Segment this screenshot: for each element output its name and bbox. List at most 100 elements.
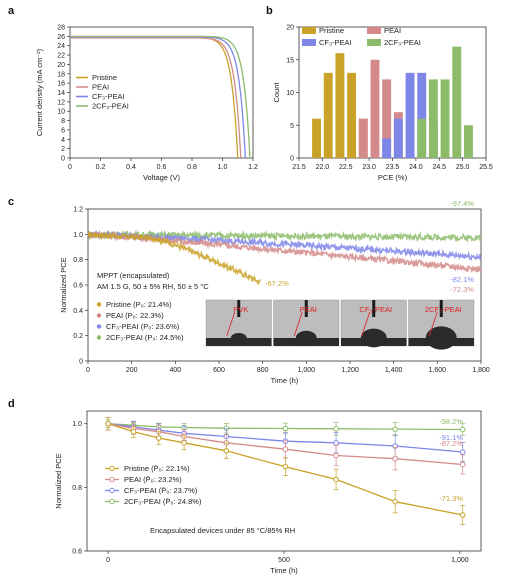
y-tick-label: 0.8 bbox=[72, 485, 82, 492]
legend-label: 2CF₃-PEAI (P₀: 24.5%) bbox=[106, 333, 184, 342]
hist-bar-series-2 bbox=[382, 138, 392, 158]
x-tick-label: 0.2 bbox=[96, 164, 106, 171]
y-tick-label: 28 bbox=[57, 25, 65, 32]
x-tick-label: 1,000 bbox=[451, 557, 469, 564]
panel-label-b: b bbox=[266, 5, 273, 17]
hist-bar-series-3 bbox=[452, 46, 462, 158]
legend-label: CF₃-PEAI (P̄₀: 23.7%) bbox=[124, 486, 198, 495]
data-point bbox=[282, 446, 289, 452]
x-tick-label: 22.0 bbox=[316, 164, 330, 171]
water-droplet bbox=[360, 328, 387, 348]
x-tick-label: 800 bbox=[257, 367, 269, 374]
panel-c-mppt-stability: 0 200 400 600 800 1,000 1,200 1,400 1,600 1,800 0 0… bbox=[59, 199, 490, 385]
y-tick-label: 10 bbox=[57, 109, 65, 116]
y-tick-label: 15 bbox=[286, 57, 294, 64]
y-tick-label: 2 bbox=[61, 146, 65, 153]
y-tick-label: 0.8 bbox=[73, 257, 83, 264]
panel-d-damp-heat-stability: 0 500 1,000 0.6 0.8 1.0 Time (h) Normalized PCE… bbox=[54, 410, 482, 575]
y-axis-label: Normalized PCE bbox=[54, 453, 63, 508]
angle-line bbox=[226, 311, 236, 337]
data-point bbox=[333, 440, 339, 446]
hist-bar-series-1 bbox=[358, 118, 368, 158]
panel-a-jv-curves: 0 0.2 0.4 0.6 0.8 1.0 1.2024681012141618202224… bbox=[35, 25, 258, 183]
panel-label-d: d bbox=[8, 398, 15, 410]
x-tick-label: 0.8 bbox=[187, 164, 197, 171]
x-tick-label: 0.4 bbox=[126, 164, 136, 171]
water-droplet bbox=[295, 330, 317, 346]
hist-bar-series-0 bbox=[323, 72, 333, 158]
y-tick-label: 16 bbox=[57, 81, 65, 88]
y-tick-label: 0 bbox=[61, 156, 65, 163]
water-droplet bbox=[425, 326, 457, 350]
jv-curve-series-3 bbox=[70, 35, 251, 159]
y-tick-label: 18 bbox=[57, 71, 65, 78]
legend-label: PEAI bbox=[92, 83, 109, 92]
hist-bar-series-1 bbox=[382, 79, 392, 158]
data-point bbox=[333, 476, 339, 483]
y-tick-label: 0.2 bbox=[73, 333, 83, 340]
legend-label: PEAI (P̄₀: 23.2%) bbox=[124, 475, 182, 484]
x-tick-label: 25.5 bbox=[479, 164, 493, 171]
condition-text: AM 1.5 G, 50 ± 5% RH, 50 ± 5 °C bbox=[97, 282, 209, 291]
y-tick-label: 22 bbox=[57, 53, 65, 60]
hist-bar-series-3 bbox=[464, 125, 473, 158]
legend-marker bbox=[96, 302, 102, 307]
y-tick-label: 14 bbox=[57, 90, 65, 97]
y-tick-label: 1.0 bbox=[72, 421, 82, 428]
data-point bbox=[105, 420, 111, 427]
final-retention-label: -98.2% bbox=[439, 417, 463, 426]
syringe-needle bbox=[372, 300, 376, 317]
y-tick-label: 20 bbox=[57, 62, 65, 69]
x-tick-label: 22.5 bbox=[339, 164, 353, 171]
y-tick-label: 0 bbox=[79, 359, 83, 366]
x-tick-label: 0 bbox=[86, 367, 90, 374]
water-droplet bbox=[230, 333, 247, 343]
legend-label: Pristine bbox=[319, 26, 344, 35]
y-tick-label: 5 bbox=[290, 123, 294, 130]
data-point bbox=[392, 498, 398, 505]
legend-swatch bbox=[367, 39, 381, 46]
data-point bbox=[181, 440, 187, 446]
x-tick-label: 1,600 bbox=[429, 367, 447, 374]
hist-bar-series-3 bbox=[440, 79, 450, 158]
legend-label: 2CF₃-PEAI bbox=[92, 102, 129, 111]
hist-bar-series-0 bbox=[312, 118, 321, 158]
syringe-needle bbox=[237, 300, 241, 317]
angle-line bbox=[293, 311, 303, 337]
data-point bbox=[459, 449, 466, 455]
inset-sample-label: CF₃-PEAI bbox=[359, 305, 392, 314]
y-tick-label: 12 bbox=[57, 99, 65, 106]
legend-label: CF₃-PEAI bbox=[319, 38, 352, 47]
y-axis-label: Count bbox=[272, 82, 281, 103]
x-tick-label: 0.6 bbox=[157, 164, 167, 171]
legend-marker bbox=[109, 487, 115, 494]
mppt-trace-series-3 bbox=[87, 228, 482, 243]
x-axis-label: Time (h) bbox=[271, 376, 299, 385]
final-retention-label: -97.4% bbox=[450, 199, 474, 208]
data-point bbox=[392, 426, 398, 432]
legend-marker bbox=[109, 498, 115, 505]
data-point bbox=[282, 425, 289, 432]
legend-marker bbox=[96, 313, 102, 318]
data-point bbox=[282, 463, 289, 470]
data-point bbox=[459, 426, 466, 433]
inset-sample-label: 2CF₃-PEAI bbox=[425, 305, 462, 314]
legend-label: Pristine (P̄₀: 22.1%) bbox=[124, 464, 190, 473]
x-tick-label: 24.5 bbox=[432, 164, 446, 171]
x-tick-label: 400 bbox=[169, 367, 181, 374]
legend-label: CF₃-PEAI bbox=[92, 92, 125, 101]
y-tick-label: 0.6 bbox=[72, 549, 82, 556]
x-tick-label: 24.0 bbox=[409, 164, 423, 171]
x-tick-label: 1,800 bbox=[472, 367, 490, 374]
inset-sample-label: PEAI bbox=[300, 305, 317, 314]
condition-note: Encapsulated devices under 85 °C/85% RH bbox=[150, 526, 295, 535]
y-tick-label: 26 bbox=[57, 34, 65, 41]
x-tick-label: 23.5 bbox=[386, 164, 400, 171]
x-tick-label: 1,200 bbox=[341, 367, 359, 374]
x-tick-label: 1,000 bbox=[298, 367, 316, 374]
legend-swatch bbox=[367, 27, 381, 34]
data-point bbox=[155, 435, 162, 441]
legend-marker bbox=[96, 324, 102, 329]
legend-label: 2CF₃-PEAI bbox=[384, 38, 421, 47]
hist-bar-series-0 bbox=[347, 72, 357, 158]
